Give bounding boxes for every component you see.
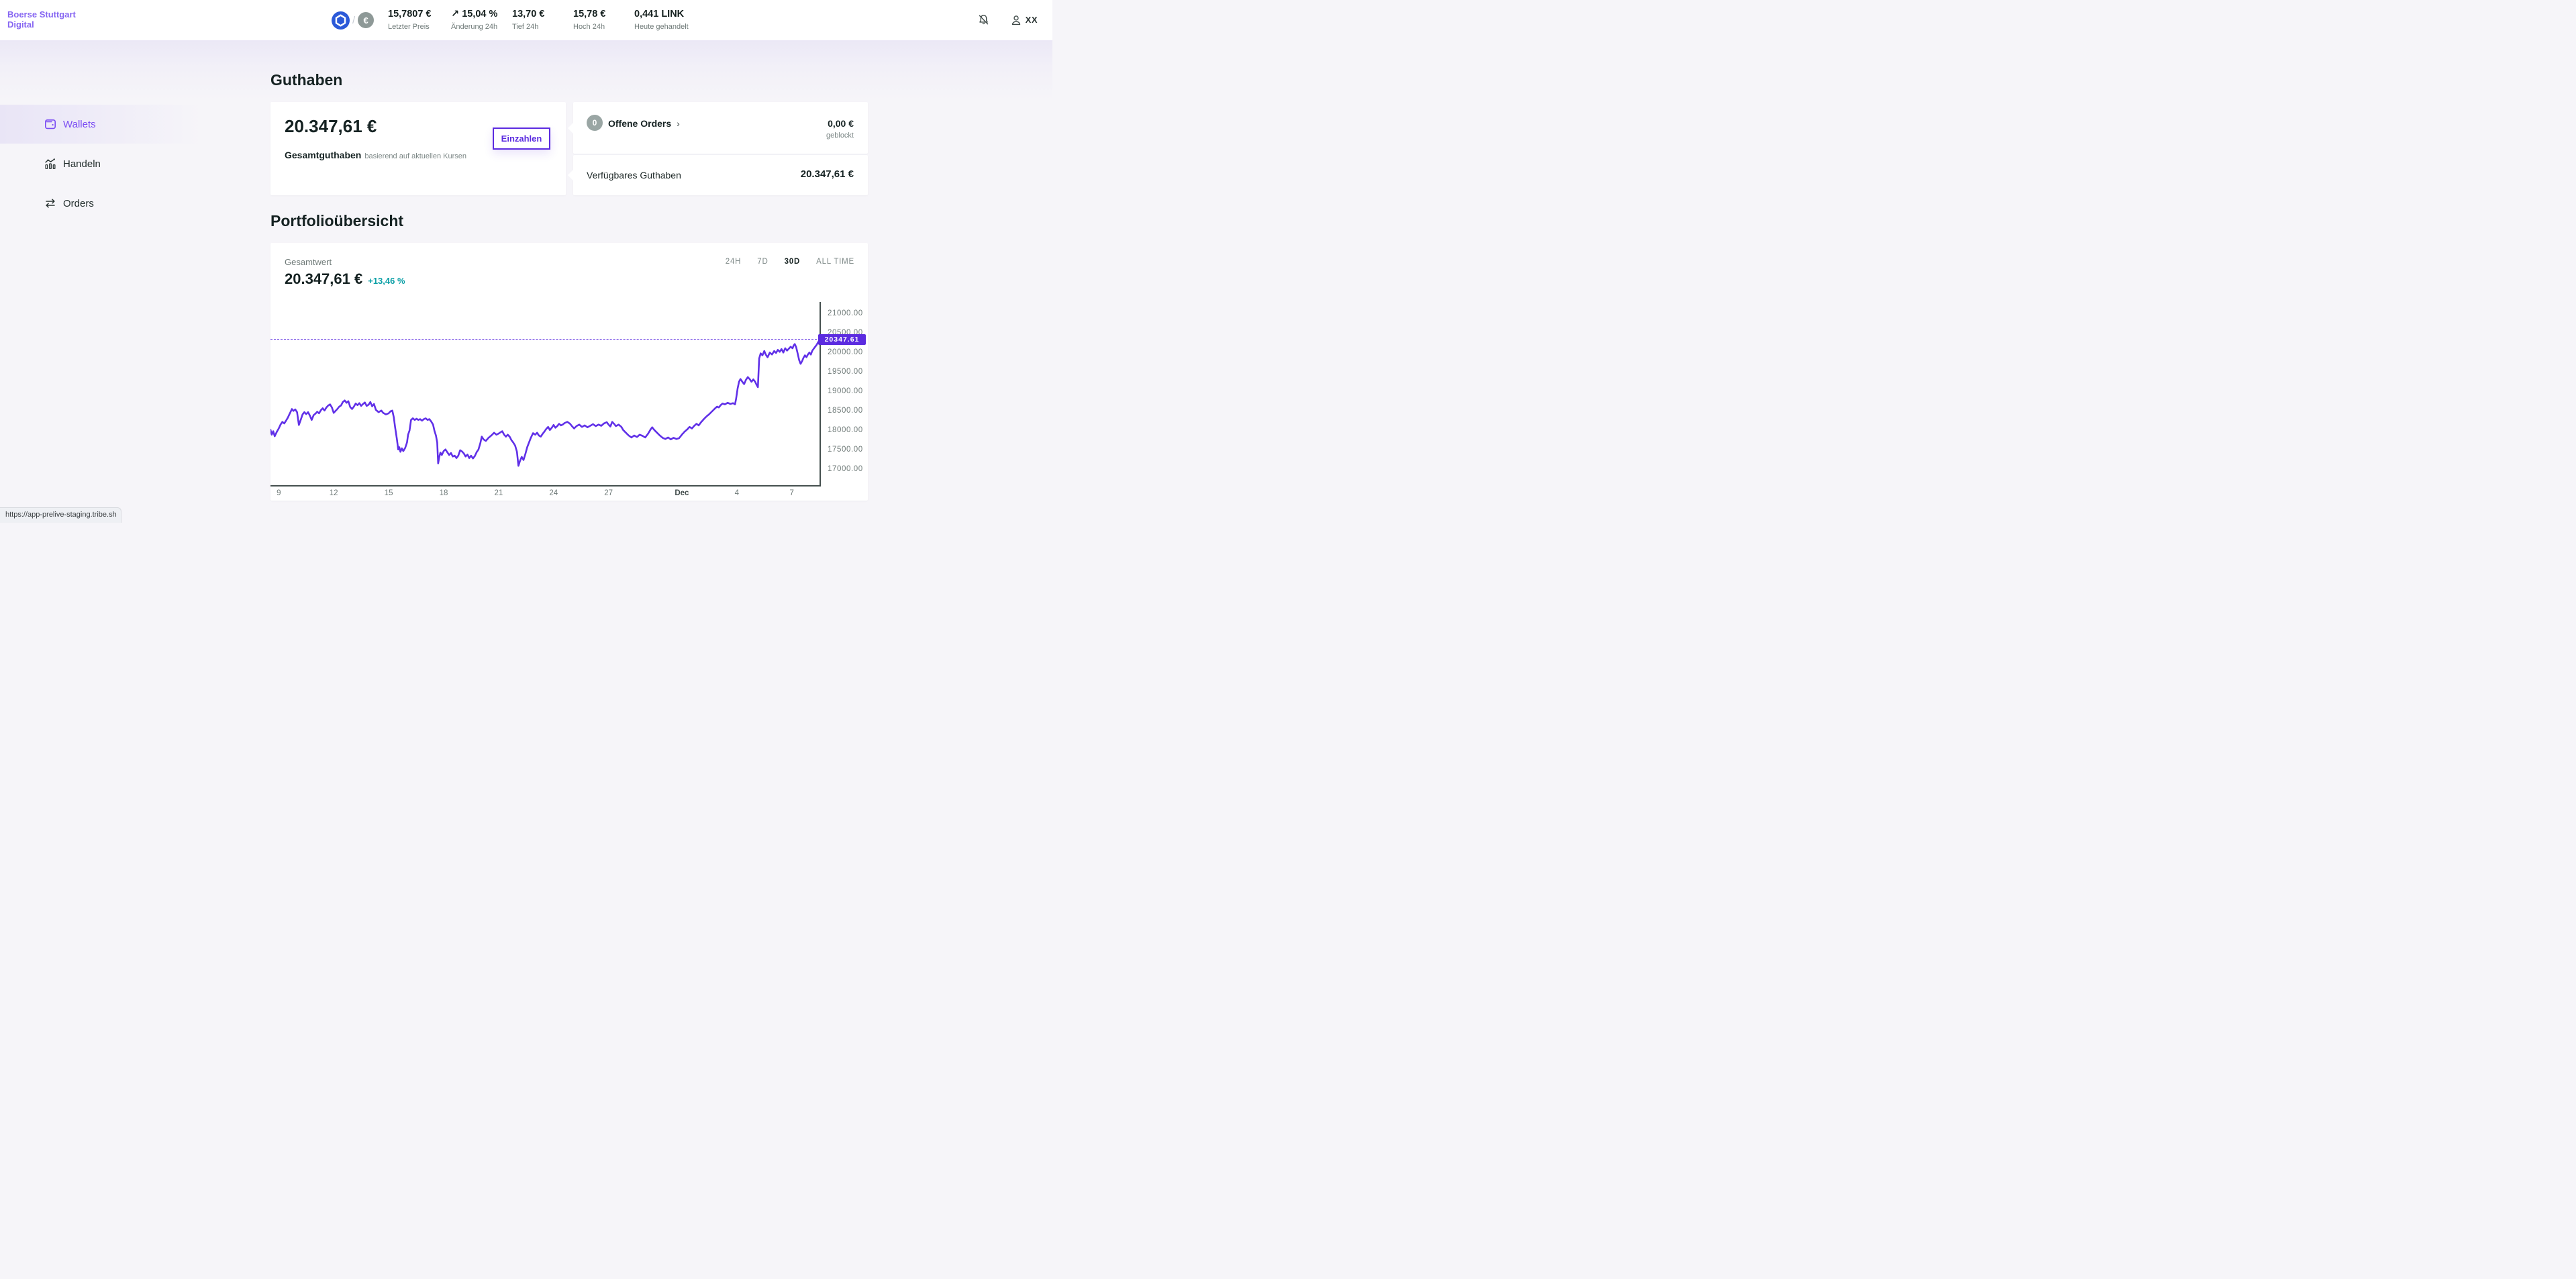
stat-low-24h: 13,70 € Tief 24h [512,9,573,31]
trading-pair: / € [332,10,375,30]
person-icon [1011,15,1020,25]
brand-logo[interactable]: Boerse Stuttgart Digital [7,9,76,30]
x-tick-label: 21 [494,489,503,497]
total-balance-value: 20.347,61 € [285,116,377,136]
wallet-icon [44,117,57,131]
brand-line2: Digital [7,19,34,30]
link-preview-statusbar: https://app-prelive-staging.tribe.sh [0,507,121,523]
stat-value: 15,7807 € [388,9,432,19]
x-tick-label: 15 [384,489,393,497]
swap-arrows-icon [44,197,57,210]
stat-change-24h: ↗ 15,04 % Änderung 24h [451,9,512,31]
sidebar-item-handeln[interactable]: Handeln [0,144,201,183]
x-tick-label: 4 [734,489,739,497]
section-title-guthaben: Guthaben [270,71,343,89]
available-balance-card: Verfügbares Guthaben 20.347,61 € [568,155,868,195]
sidebar-item-orders[interactable]: Orders [0,184,201,223]
notifications-off-icon[interactable] [977,13,990,26]
portfolio-value: 20.347,61 € +13,46 % [285,270,405,288]
tab-30d[interactable]: 30D [784,258,801,266]
x-tick-label: 24 [549,489,558,497]
total-balance-sublabel: basierend auf aktuellen Kursen [364,152,467,160]
portfolio-value-amount: 20.347,61 € [285,270,363,287]
section-title-portfolio: Portfolioübersicht [270,212,404,229]
card-notch [568,122,573,134]
total-balance-label-text: Gesamtguthaben [285,150,362,160]
available-balance-label: Verfügbares Guthaben [587,170,681,181]
pair-separator: / [352,14,356,26]
open-orders-count-badge: 0 [587,115,603,131]
time-range-tabs: 24H 7D 30D ALL TIME [726,258,854,266]
x-tick-label: Dec [675,489,689,497]
trade-chart-icon [44,157,57,170]
brand-line1: Boerse Stuttgart [7,9,76,19]
sidebar-label-orders: Orders [63,197,94,209]
header-gradient [0,40,1052,101]
y-tick-label: 19500.00 [828,368,863,376]
tab-24h[interactable]: 24H [725,258,742,266]
open-orders-card[interactable]: 0 Offene Orders › 0,00 € geblockt [568,102,868,154]
stat-label: Hoch 24h [573,23,605,31]
portfolio-change: +13,46 % [368,276,405,286]
y-tick-label: 17500.00 [828,445,863,454]
tab-7d[interactable]: 7D [757,258,769,266]
x-tick-label: 12 [329,489,338,497]
stat-value: 0,441 LINK [634,9,685,19]
tab-alltime[interactable]: ALL TIME [816,258,854,266]
total-balance-label: Gesamtguthaben basierend auf aktuellen Ku… [285,150,466,160]
user-menu[interactable]: XX [1010,14,1038,26]
stat-label: Letzter Preis [388,23,430,31]
y-tick-label: 20000.00 [828,348,863,356]
app-screen: Boerse Stuttgart Digital / € 15,7807 € L… [0,0,1052,523]
stat-label: Tief 24h [512,23,539,31]
available-balance-amount: 20.347,61 € [800,168,854,180]
sidebar-label-wallets: Wallets [63,118,96,130]
stat-value: 15,78 € [573,9,606,19]
portfolio-value-label: Gesamtwert [285,257,332,267]
top-header: Boerse Stuttgart Digital / € 15,7807 € L… [0,0,1052,40]
current-value-badge: 20347.61 [818,334,866,345]
x-tick-label: 7 [789,489,794,497]
card-notch [568,170,573,181]
blocked-amount: 0,00 € [828,118,854,129]
stat-last-price: 15,7807 € Letzter Preis [388,9,451,31]
y-tick-label: 21000.00 [828,309,863,317]
total-balance-card: 20.347,61 € Gesamtguthaben basierend auf … [270,102,566,195]
stat-value: 13,70 € [512,9,545,19]
sidebar-label-handeln: Handeln [63,158,101,170]
stat-label: Änderung 24h [451,23,498,31]
chainlink-icon [332,11,350,30]
y-tick-label: 19000.00 [828,387,863,395]
portfolio-chart-card: Gesamtwert 20.347,61 € +13,46 % 24H 7D 30… [270,243,868,501]
ticker-stats: 15,7807 € Letzter Preis ↗ 15,04 % Änderu… [388,9,708,31]
y-tick-label: 17000.00 [828,464,863,473]
x-tick-label: 9 [277,489,281,497]
stat-label: Heute gehandelt [634,23,689,31]
open-orders-label: Offene Orders [608,118,672,129]
user-initials: XX [1025,15,1038,25]
y-axis-line [820,302,821,486]
stat-value: 15,04 % [462,9,498,19]
chevron-right-icon: › [677,118,680,129]
portfolio-chart[interactable] [270,301,820,486]
header-actions: XX [977,13,1038,26]
y-tick-label: 18500.00 [828,406,863,415]
deposit-button[interactable]: Einzahlen [493,127,550,150]
stat-high-24h: 15,78 € Hoch 24h [573,9,634,31]
x-axis-line [270,485,821,487]
y-tick-label: 18000.00 [828,425,863,434]
euro-icon: € [358,12,375,28]
x-tick-label: 27 [604,489,613,497]
trend-up-icon: ↗ [451,9,460,19]
current-value-dashed-line [270,338,820,340]
x-tick-label: 18 [439,489,448,497]
open-orders-link[interactable]: Offene Orders › [608,118,680,129]
blocked-amount-label: geblockt [826,132,854,140]
sidebar-item-wallets[interactable]: Wallets [0,105,201,144]
stat-volume-today: 0,441 LINK Heute gehandelt [634,9,708,31]
